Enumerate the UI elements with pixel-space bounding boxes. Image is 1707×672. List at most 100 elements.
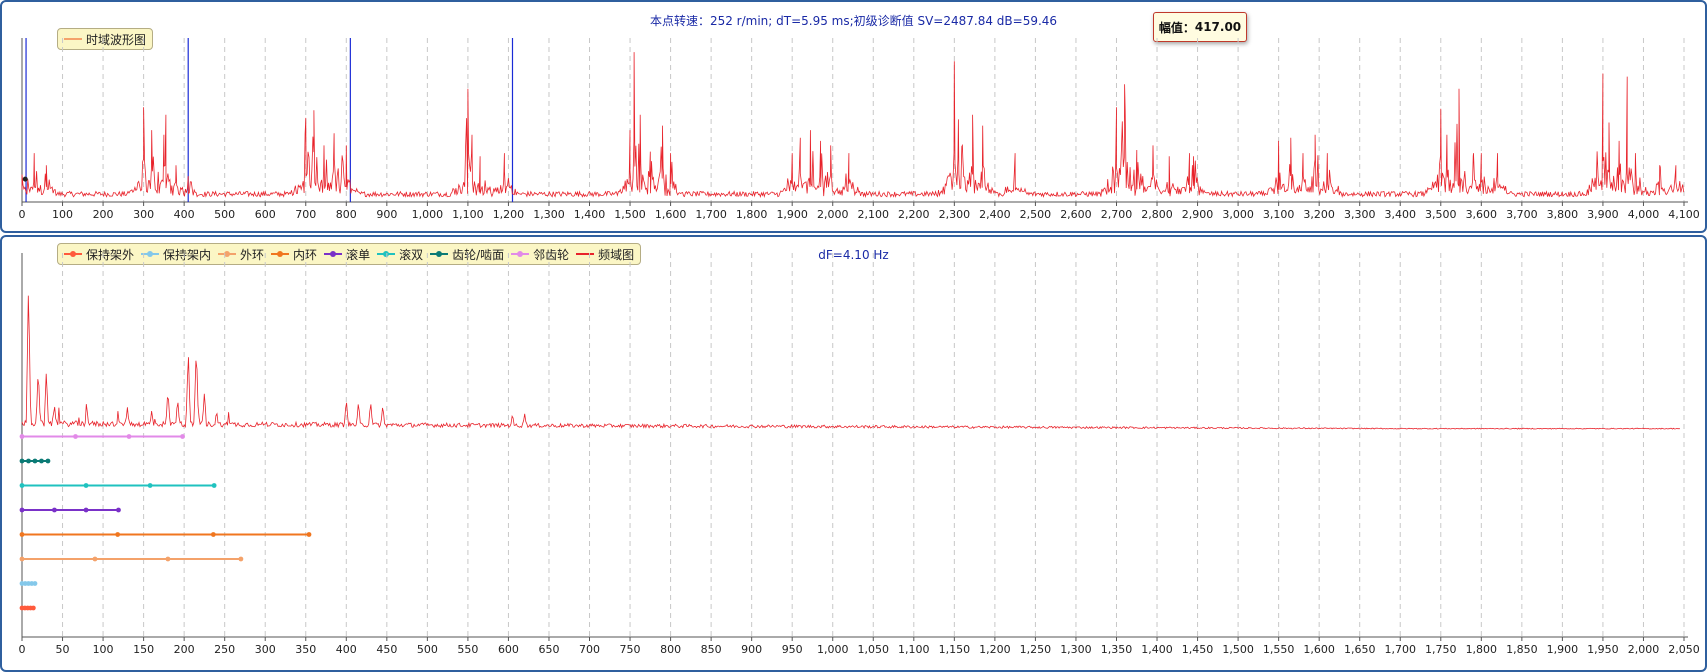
legend-item[interactable]: 频域图 — [576, 246, 634, 263]
legend-swatch-line — [64, 34, 82, 44]
x-tick-label: 700 — [579, 643, 600, 656]
legend-swatch — [576, 249, 595, 259]
fault-marker-point — [19, 556, 25, 562]
fault-marker-point — [211, 483, 217, 488]
x-tick-label: 1,250 — [1020, 643, 1052, 656]
x-tick-label: 200 — [93, 208, 114, 221]
x-tick-label: 2,500 — [1020, 208, 1052, 221]
legend-item[interactable]: 齿轮/啮面 — [430, 246, 504, 263]
x-tick-label: 1,850 — [1506, 643, 1538, 656]
x-tick-label: 4,100 — [1668, 208, 1700, 221]
x-tick-label: 3,300 — [1344, 208, 1376, 221]
x-tick-label: 3,400 — [1384, 208, 1416, 221]
x-tick-label: 1,050 — [858, 643, 890, 656]
x-tick-label: 1,500 — [1222, 643, 1254, 656]
x-tick-label: 3,900 — [1587, 208, 1619, 221]
x-tick-label: 3,100 — [1263, 208, 1295, 221]
time-waveform-line — [21, 52, 1685, 199]
x-tick-label: 1,800 — [1466, 643, 1498, 656]
x-tick-label: 3,000 — [1222, 208, 1254, 221]
fault-marker-point — [39, 458, 44, 464]
x-tick-label: 1,800 — [736, 208, 768, 221]
time-legend[interactable]: 时域波形图 — [57, 28, 154, 50]
x-tick-label: 350 — [295, 643, 316, 656]
fault-marker-point — [19, 434, 25, 439]
x-tick-label: 750 — [620, 643, 641, 656]
x-tick-label: 1,500 — [614, 208, 646, 221]
x-tick-label: 3,800 — [1547, 208, 1579, 221]
x-tick-label: 1,700 — [1384, 643, 1416, 656]
legend-label-time-waveform: 时域波形图 — [86, 32, 147, 47]
x-tick-label: 3,600 — [1466, 208, 1498, 221]
waveform-start-point — [22, 176, 28, 182]
x-tick-label: 1,900 — [776, 208, 808, 221]
legend-label: 频域图 — [598, 247, 635, 262]
legend-swatch — [64, 249, 82, 259]
fault-marker-point — [32, 581, 38, 586]
x-tick-label: 800 — [660, 643, 681, 656]
fault-marker-point — [116, 507, 121, 513]
x-tick-label: 1,000 — [817, 643, 849, 656]
legend-label: 保持架外 — [86, 247, 135, 262]
x-tick-label: 1,400 — [574, 208, 606, 221]
frequency-domain-panel: dF=4.10 Hz 保持架外 保持架内 外环 内环 滚单 滚双 齿轮/啮面 邻齿轮 频域图 — [0, 235, 1707, 672]
x-tick-label: 0 — [19, 643, 26, 656]
legend-item[interactable]: 保持架内 — [141, 246, 211, 263]
fault-marker-point — [19, 483, 25, 488]
fault-marker-point — [26, 458, 31, 464]
x-tick-label: 1,100 — [452, 208, 484, 221]
time-waveform-chart[interactable]: 0 100 200 300 400 500 600 700 800 900 1,000 1,100 1,… — [0, 0, 1707, 233]
x-tick-label: 800 — [336, 208, 357, 221]
spectrum-line — [21, 295, 1680, 430]
fault-marker-point — [19, 532, 25, 537]
freq-chart-title: dF=4.10 Hz — [818, 248, 889, 262]
x-tick-label: 3,700 — [1506, 208, 1538, 221]
x-tick-label: 1,900 — [1547, 643, 1579, 656]
x-tick-label: 250 — [214, 643, 235, 656]
legend-label: 滚单 — [346, 247, 371, 262]
x-tick-label: 100 — [52, 208, 73, 221]
legend-item[interactable]: 滚双 — [377, 246, 423, 263]
x-tick-label: 300 — [255, 643, 276, 656]
x-tick-label: 2,800 — [1141, 208, 1173, 221]
x-tick-label: 850 — [701, 643, 722, 656]
frequency-spectrum-chart[interactable]: 0 50 100 150 200 250 300 350 400 450 500 550 600 650 7… — [0, 235, 1707, 672]
legend-item-time-waveform[interactable]: 时域波形图 — [64, 31, 146, 48]
legend-item[interactable]: 邻齿轮 — [511, 246, 569, 263]
x-tick-label: 900 — [741, 643, 762, 656]
x-tick-label: 600 — [498, 643, 519, 656]
x-tick-label: 200 — [174, 643, 195, 656]
x-tick-label: 600 — [255, 208, 276, 221]
x-tick-label: 1,650 — [1344, 643, 1376, 656]
fault-marker-point — [238, 556, 244, 562]
x-tick-label: 1,150 — [939, 643, 971, 656]
x-tick-label: 1,700 — [695, 208, 727, 221]
legend-item[interactable]: 滚单 — [324, 246, 370, 263]
time-chart-title: 本点转速：252 r/min; dT=5.95 ms;初级诊断值 SV=2487… — [649, 14, 1058, 28]
x-tick-label: 2,900 — [1182, 208, 1214, 221]
legend-item[interactable]: 内环 — [271, 246, 317, 263]
legend-item[interactable]: 外环 — [218, 246, 264, 263]
x-tick-label: 500 — [214, 208, 235, 221]
legend-label: 外环 — [240, 247, 265, 262]
fault-marker-point — [126, 434, 132, 439]
x-tick-label: 550 — [457, 643, 478, 656]
freq-legend[interactable]: 保持架外 保持架内 外环 内环 滚单 滚双 齿轮/啮面 邻齿轮 频域图 — [57, 243, 642, 265]
x-tick-label: 4,000 — [1628, 208, 1660, 221]
x-tick-label: 1,200 — [979, 643, 1011, 656]
legend-label: 内环 — [293, 247, 318, 262]
fault-marker-point — [165, 556, 171, 562]
x-tick-label: 2,400 — [979, 208, 1011, 221]
legend-item[interactable]: 保持架外 — [64, 246, 134, 263]
x-tick-label: 2,100 — [858, 208, 890, 221]
x-tick-label: 2,000 — [1628, 643, 1660, 656]
x-tick-label: 150 — [133, 643, 154, 656]
x-tick-label: 0 — [19, 208, 26, 221]
x-tick-label: 50 — [56, 643, 70, 656]
fault-marker-point — [19, 458, 25, 464]
x-tick-label: 1,450 — [1182, 643, 1214, 656]
x-tick-label: 950 — [782, 643, 803, 656]
x-tick-label: 400 — [336, 643, 357, 656]
x-tick-label: 3,200 — [1303, 208, 1335, 221]
legend-swatch — [377, 249, 396, 259]
